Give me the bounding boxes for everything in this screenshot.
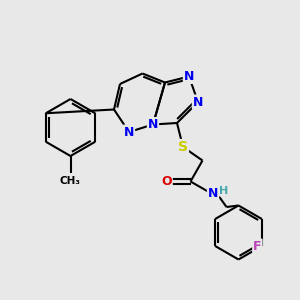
Text: H: H: [220, 185, 229, 196]
Text: N: N: [208, 187, 218, 200]
Text: CH₃: CH₃: [60, 176, 81, 186]
Text: S: S: [178, 140, 188, 154]
Text: N: N: [148, 118, 158, 131]
Text: N: N: [193, 95, 203, 109]
Text: N: N: [184, 70, 194, 83]
Text: N: N: [124, 125, 134, 139]
Text: O: O: [161, 175, 172, 188]
Text: F: F: [253, 239, 262, 253]
